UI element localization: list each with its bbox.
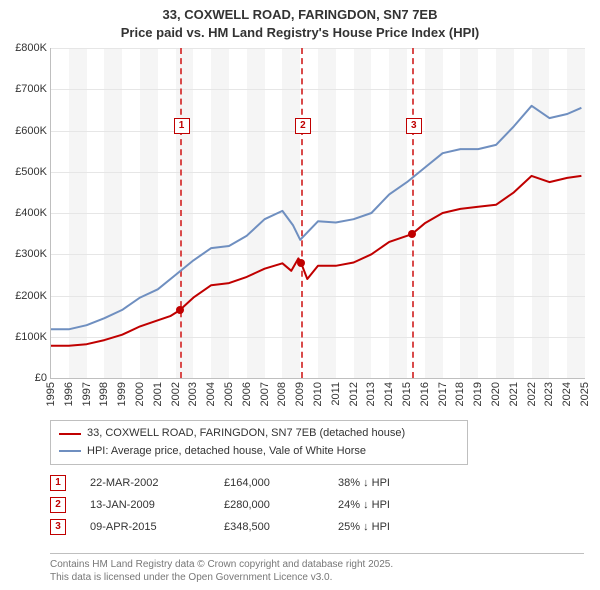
event-row: 1 22-MAR-2002 £164,000 38% ↓ HPI — [50, 472, 428, 494]
x-tick-label: 2007 — [259, 382, 271, 406]
title-line-2: Price paid vs. HM Land Registry's House … — [0, 24, 600, 42]
x-tick-label: 2001 — [152, 382, 164, 406]
plot-area: 1995199619971998199920002001200220032004… — [50, 48, 585, 379]
event-delta: 38% ↓ HPI — [338, 477, 428, 489]
x-tick-label: 2015 — [401, 382, 413, 406]
x-tick-label: 2023 — [543, 382, 555, 406]
x-tick-label: 2024 — [561, 382, 573, 406]
footer-line-1: Contains HM Land Registry data © Crown c… — [50, 558, 584, 571]
x-tick-label: 2016 — [419, 382, 431, 406]
x-tick-label: 2017 — [437, 382, 449, 406]
event-table: 1 22-MAR-2002 £164,000 38% ↓ HPI 2 13-JAN-200… — [50, 472, 428, 538]
event-date: 13-JAN-2009 — [90, 499, 200, 511]
x-tick-label: 2025 — [579, 382, 591, 406]
event-badge: 1 — [50, 475, 66, 491]
event-delta: 25% ↓ HPI — [338, 521, 428, 533]
y-tick-label: £800K — [15, 42, 47, 54]
event-row: 2 13-JAN-2009 £280,000 24% ↓ HPI — [50, 494, 428, 516]
x-tick-label: 1997 — [81, 382, 93, 406]
x-tick-label: 2020 — [490, 382, 502, 406]
event-date: 09-APR-2015 — [90, 521, 200, 533]
event-price: £280,000 — [224, 499, 314, 511]
x-tick-label: 2002 — [170, 382, 182, 406]
house-price-chart: { "title": { "line1": "33, COXWELL ROAD,… — [0, 0, 600, 590]
x-tick-label: 2018 — [454, 382, 466, 406]
legend: 33, COXWELL ROAD, FARINGDON, SN7 7EB (de… — [50, 420, 468, 465]
y-tick-label: £100K — [15, 331, 47, 343]
x-tick-label: 2012 — [348, 382, 360, 406]
x-tick-label: 2003 — [187, 382, 199, 406]
y-tick-label: £500K — [15, 166, 47, 178]
x-tick-label: 1996 — [63, 382, 75, 406]
event-date: 22-MAR-2002 — [90, 477, 200, 489]
event-price: £164,000 — [224, 477, 314, 489]
x-tick-label: 2013 — [365, 382, 377, 406]
x-tick-label: 2014 — [383, 382, 395, 406]
x-tick-label: 1998 — [98, 382, 110, 406]
legend-swatch — [59, 433, 81, 435]
x-tick-label: 2006 — [241, 382, 253, 406]
legend-label: HPI: Average price, detached house, Vale… — [87, 443, 366, 461]
y-tick-label: £200K — [15, 290, 47, 302]
x-tick-label: 2009 — [294, 382, 306, 406]
x-tick-label: 2005 — [223, 382, 235, 406]
event-price: £348,500 — [224, 521, 314, 533]
series-price_paid — [51, 176, 581, 346]
x-tick-label: 1995 — [45, 382, 57, 406]
title-line-1: 33, COXWELL ROAD, FARINGDON, SN7 7EB — [0, 6, 600, 24]
footer-line-2: This data is licensed under the Open Gov… — [50, 571, 584, 584]
chart-title: 33, COXWELL ROAD, FARINGDON, SN7 7EB Pri… — [0, 0, 600, 41]
y-tick-label: £600K — [15, 125, 47, 137]
y-tick-label: £0 — [35, 372, 47, 384]
y-tick-label: £400K — [15, 207, 47, 219]
event-badge: 2 — [50, 497, 66, 513]
x-tick-label: 2010 — [312, 382, 324, 406]
x-tick-label: 2021 — [508, 382, 520, 406]
legend-label: 33, COXWELL ROAD, FARINGDON, SN7 7EB (de… — [87, 425, 405, 443]
footer: Contains HM Land Registry data © Crown c… — [50, 553, 584, 584]
legend-swatch — [59, 450, 81, 452]
x-tick-label: 1999 — [116, 382, 128, 406]
x-tick-label: 2000 — [134, 382, 146, 406]
series-hpi — [51, 106, 581, 329]
x-tick-label: 2004 — [205, 382, 217, 406]
y-tick-label: £300K — [15, 248, 47, 260]
event-delta: 24% ↓ HPI — [338, 499, 428, 511]
x-tick-label: 2022 — [526, 382, 538, 406]
series-svg — [51, 48, 585, 378]
legend-item: 33, COXWELL ROAD, FARINGDON, SN7 7EB (de… — [59, 425, 459, 443]
y-tick-label: £700K — [15, 83, 47, 95]
event-row: 3 09-APR-2015 £348,500 25% ↓ HPI — [50, 516, 428, 538]
x-tick-label: 2019 — [472, 382, 484, 406]
event-badge: 3 — [50, 519, 66, 535]
x-tick-label: 2008 — [276, 382, 288, 406]
legend-item: HPI: Average price, detached house, Vale… — [59, 443, 459, 461]
x-tick-label: 2011 — [330, 382, 342, 406]
